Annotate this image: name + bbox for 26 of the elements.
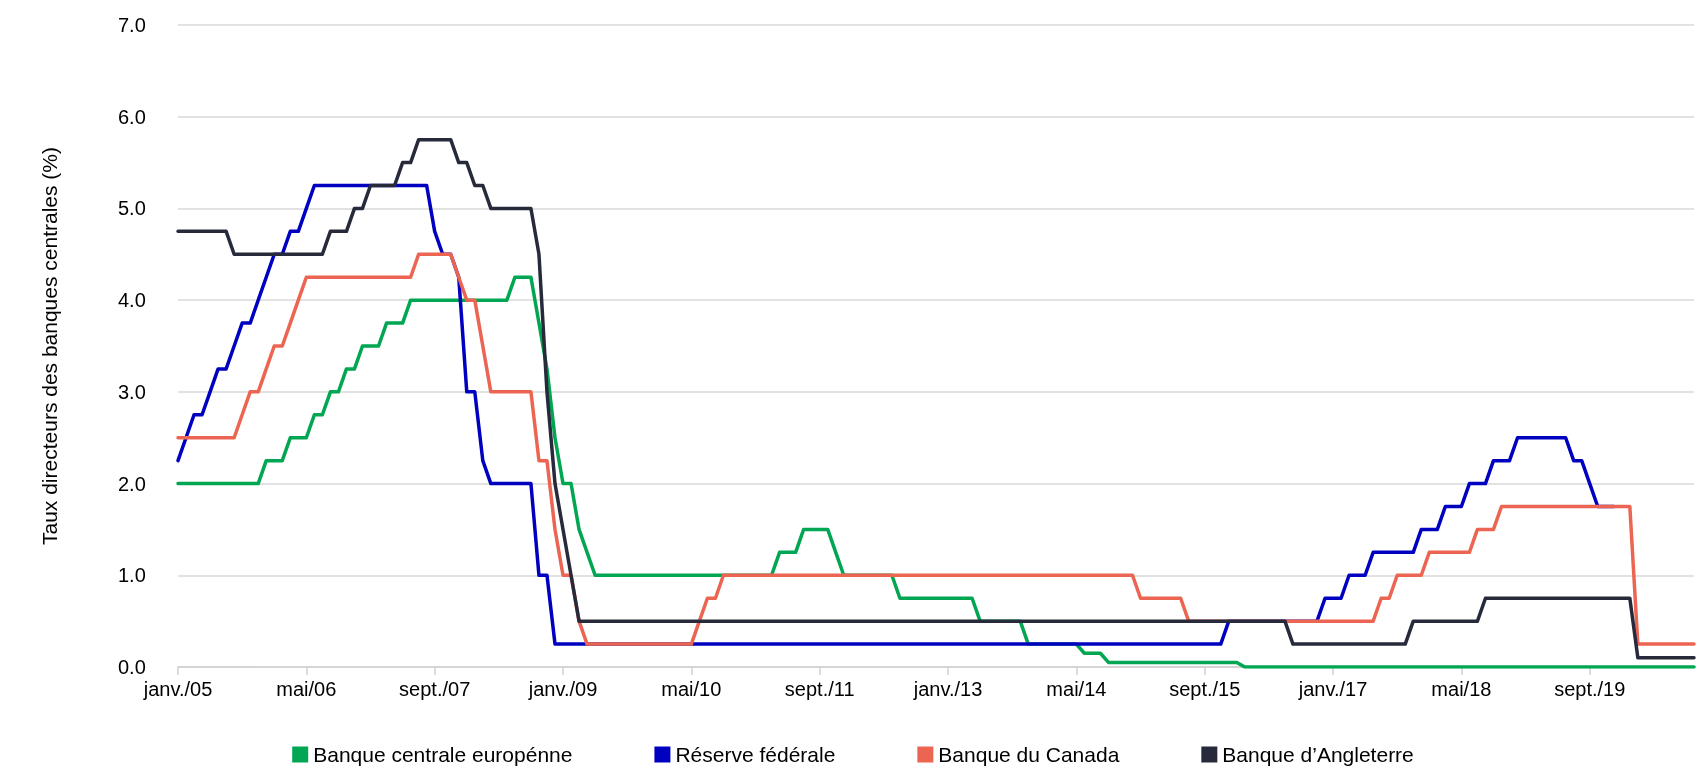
x-tick-label: sept./07 [399, 678, 471, 700]
x-tick-label: mai/06 [276, 678, 337, 700]
x-tick-label: mai/14 [1046, 678, 1107, 700]
y-tick-label: 5.0 [118, 197, 146, 220]
x-tick-label: sept./11 [784, 678, 855, 700]
x-tick-label: mai/10 [661, 678, 722, 700]
legend-label: Banque d’Angleterre [1222, 743, 1414, 766]
x-tick-label: janv./13 [912, 678, 983, 700]
y-tick-label: 4.0 [118, 289, 146, 312]
legend-label: Banque du Canada [938, 743, 1120, 766]
x-tick-label: janv./17 [1297, 678, 1368, 700]
x-tick-label: janv./09 [527, 678, 598, 700]
y-axis-title: Taux directeurs des banques centrales (%) [38, 146, 61, 546]
legend-label: Réserve fédérale [675, 743, 836, 766]
y-tick-label: 2.0 [118, 472, 146, 495]
line-series [176, 137, 1696, 660]
y-tick-label: 1.0 [118, 564, 146, 587]
x-tick-label: mai/18 [1431, 678, 1492, 700]
y-tick-label: 6.0 [118, 105, 146, 128]
legend-label: Banque centrale europénne [313, 743, 573, 766]
y-tick-label: 3.0 [118, 380, 146, 403]
x-tick-label: sept./19 [1554, 678, 1626, 700]
x-tick-label: janv./05 [142, 678, 213, 700]
y-tick-label: 0.0 [118, 656, 146, 678]
y-tick-label: 7.0 [118, 14, 146, 36]
x-tick-label: sept./15 [1169, 678, 1241, 700]
